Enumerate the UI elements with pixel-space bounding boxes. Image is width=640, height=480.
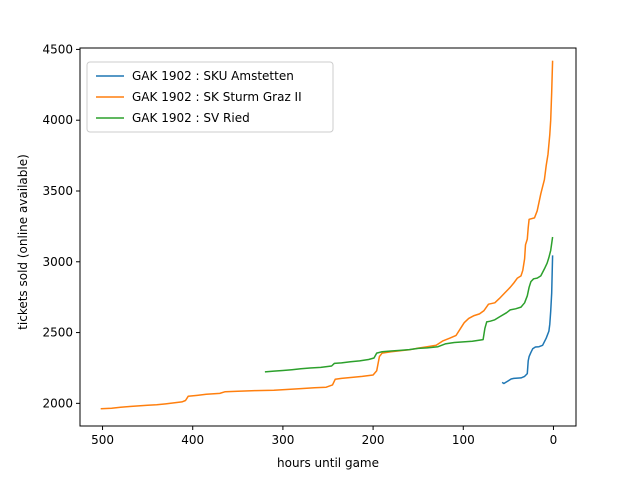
legend-label-3: GAK 1902 : SV Ried (132, 111, 250, 125)
y-tick-label: 3000 (42, 255, 73, 269)
x-tick-label: 200 (362, 433, 385, 447)
x-tick-label: 100 (452, 433, 475, 447)
x-axis-label: hours until game (277, 456, 379, 470)
x-tick-label: 400 (181, 433, 204, 447)
x-tick-label: 300 (271, 433, 294, 447)
y-axis-label: tickets sold (online available) (16, 154, 30, 330)
legend-label-2: GAK 1902 : SK Sturm Graz II (132, 90, 302, 104)
axes-frame (79, 47, 577, 427)
series-line-3 (264, 236, 554, 373)
legend-label-1: GAK 1902 : SKU Amstetten (132, 69, 294, 83)
y-tick-label: 3500 (42, 184, 73, 198)
x-tick-label: 0 (550, 433, 558, 447)
x-axis: 500 400 300 200 100 0 (91, 426, 557, 447)
series-line-2 (100, 60, 554, 410)
plot-area (100, 60, 554, 410)
series-line-1 (501, 255, 554, 385)
y-tick-label: 4500 (42, 42, 73, 56)
y-axis: 2000 2500 3000 3500 4000 4500 (42, 42, 80, 410)
legend: GAK 1902 : SKU Amstetten GAK 1902 : SK St… (86, 61, 334, 133)
y-tick-label: 2500 (42, 326, 73, 340)
y-tick-label: 4000 (42, 113, 73, 127)
x-tick-label: 500 (91, 433, 114, 447)
y-tick-label: 2000 (42, 396, 73, 410)
legend-box (86, 61, 334, 133)
